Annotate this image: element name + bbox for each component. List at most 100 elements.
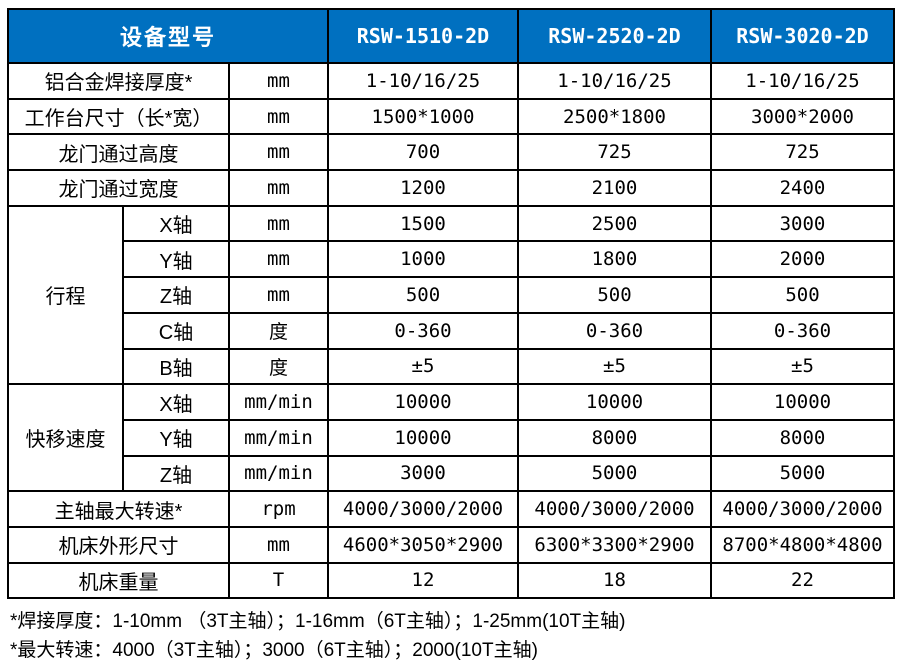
group-label-travel: 行程 [7, 204, 124, 386]
value-cell: 500 [517, 276, 712, 314]
footnotes: *焊接厚度：1-10mm （3T主轴）；1-16mm（6T主轴）；1-25mm(… [10, 607, 912, 665]
table-row-spindle-speed: 主轴最大转速* rpm 4000/3000/2000 4000/3000/200… [7, 490, 895, 528]
unit-cell: 度 [228, 311, 329, 350]
footnote-weld-thickness: *焊接厚度：1-10mm （3T主轴）；1-16mm（6T主轴）；1-25mm(… [10, 611, 626, 633]
value-cell: 2000 [710, 240, 895, 279]
value-cell: 0-360 [327, 311, 519, 350]
unit-cell: 度 [228, 347, 329, 386]
spec-label: 铝合金焊接厚度* [7, 62, 230, 100]
table-row-gantry-width: 龙门通过宽度 mm 1200 2100 2400 [7, 169, 895, 207]
table-row-travel-c: C轴 度 0-360 0-360 0-360 [8, 311, 895, 350]
spec-table-header: 设备型号 RSW-1510-2D RSW-2520-2D RSW-3020-2D [7, 8, 895, 64]
axis-label: Y轴 [122, 240, 230, 279]
value-cell: 1000 [327, 240, 519, 279]
group-label-rapid-speed: 快移速度 [7, 383, 124, 493]
spec-label: 机床重量 [7, 561, 230, 600]
value-cell: 12 [327, 561, 519, 600]
value-cell: 22 [710, 561, 895, 600]
model-name-rsw-1510-2d: RSW-1510-2D [327, 8, 519, 64]
value-cell: 0-360 [710, 311, 895, 350]
unit-cell: mm [228, 525, 329, 564]
table-row-rapid-z: Z轴 mm/min 3000 5000 5000 [8, 454, 895, 493]
value-cell: 10000 [327, 383, 519, 421]
value-cell: 1-10/16/25 [327, 62, 519, 100]
table-row-travel-z: Z轴 mm 500 500 500 [8, 276, 895, 314]
axis-label: B轴 [122, 347, 230, 386]
table-row-rapid-y: Y轴 mm/min 10000 8000 8000 [8, 418, 895, 457]
value-cell: 3000 [327, 454, 519, 493]
device-model-title: 设备型号 [7, 8, 329, 64]
unit-cell: mm/min [228, 418, 329, 457]
value-cell: 10000 [517, 383, 712, 421]
value-cell: 1200 [327, 169, 519, 207]
spec-table-body: 铝合金焊接厚度* mm 1-10/16/25 1-10/16/25 1-10/1… [7, 62, 895, 600]
value-cell: 8700*4800*4800 [710, 525, 895, 564]
value-cell: 2100 [517, 169, 712, 207]
value-cell: 8000 [710, 418, 895, 457]
table-row-worktable-size: 工作台尺寸（长*宽） mm 1500*1000 2500*1800 3000*2… [7, 97, 895, 136]
value-cell: ±5 [710, 347, 895, 386]
value-cell: 1500*1000 [327, 97, 519, 136]
value-cell: 4000/3000/2000 [710, 490, 895, 528]
axis-label: Z轴 [122, 454, 230, 493]
value-cell: ±5 [327, 347, 519, 386]
spec-label: 龙门通过高度 [7, 133, 230, 172]
spec-label: 机床外形尺寸 [7, 525, 230, 564]
value-cell: 3000 [710, 204, 895, 243]
value-cell: 8000 [517, 418, 712, 457]
value-cell: 2500 [517, 204, 712, 243]
value-cell: 18 [517, 561, 712, 600]
table-row-travel-x: 行程 X轴 mm 1500 2500 3000 [7, 204, 895, 386]
footnote-max-speed: *最大转速：4000（3T主轴）；3000（6T主轴）；2000(10T主轴) [10, 640, 538, 662]
table-row-machine-dimensions: 机床外形尺寸 mm 4600*3050*2900 6300*3300*2900 … [7, 525, 895, 564]
spec-table: 设备型号 RSW-1510-2D RSW-2520-2D RSW-3020-2D… [7, 8, 895, 600]
value-cell: 2400 [710, 169, 895, 207]
value-cell: 0-360 [517, 311, 712, 350]
unit-cell: mm/min [228, 454, 329, 493]
unit-cell: mm [228, 62, 329, 100]
value-cell: 6300*3300*2900 [517, 525, 712, 564]
model-name-rsw-3020-2d: RSW-3020-2D [710, 8, 895, 64]
table-row-weld-thickness: 铝合金焊接厚度* mm 1-10/16/25 1-10/16/25 1-10/1… [7, 62, 895, 100]
value-cell: 500 [710, 276, 895, 314]
value-cell: ±5 [517, 347, 712, 386]
table-row-machine-weight: 机床重量 T 12 18 22 [7, 561, 895, 600]
axis-label: X轴 [122, 204, 230, 243]
header-row: 设备型号 RSW-1510-2D RSW-2520-2D RSW-3020-2D [7, 8, 895, 64]
table-row-rapid-x: 快移速度 X轴 mm/min 10000 10000 10000 [7, 383, 895, 493]
value-cell: 725 [517, 133, 712, 172]
unit-cell: mm [228, 240, 329, 279]
table-row-travel-b: B轴 度 ±5 ±5 ±5 [8, 347, 895, 386]
spec-label: 龙门通过宽度 [7, 169, 230, 207]
axis-label: C轴 [122, 311, 230, 350]
value-cell: 1-10/16/25 [517, 62, 712, 100]
spec-label: 工作台尺寸（长*宽） [7, 97, 230, 136]
table-row-gantry-height: 龙门通过高度 mm 700 725 725 [7, 133, 895, 172]
value-cell: 500 [327, 276, 519, 314]
unit-cell: rpm [228, 490, 329, 528]
value-cell: 5000 [710, 454, 895, 493]
value-cell: 1500 [327, 204, 519, 243]
value-cell: 2500*1800 [517, 97, 712, 136]
value-cell: 4000/3000/2000 [517, 490, 712, 528]
value-cell: 4600*3050*2900 [327, 525, 519, 564]
value-cell: 3000*2000 [710, 97, 895, 136]
value-cell: 5000 [517, 454, 712, 493]
axis-label: X轴 [122, 383, 230, 421]
value-cell: 700 [327, 133, 519, 172]
axis-label: Y轴 [122, 418, 230, 457]
table-row-travel-y: Y轴 mm 1000 1800 2000 [8, 240, 895, 279]
spec-label: 主轴最大转速* [7, 490, 230, 528]
value-cell: 10000 [327, 418, 519, 457]
unit-cell: mm [228, 133, 329, 172]
unit-cell: mm/min [228, 383, 329, 421]
unit-cell: mm [228, 276, 329, 314]
unit-cell: mm [228, 169, 329, 207]
axis-label: Z轴 [122, 276, 230, 314]
model-name-rsw-2520-2d: RSW-2520-2D [517, 8, 712, 64]
unit-cell: mm [228, 97, 329, 136]
unit-cell: mm [228, 204, 329, 243]
value-cell: 725 [710, 133, 895, 172]
value-cell: 10000 [710, 383, 895, 421]
value-cell: 4000/3000/2000 [327, 490, 519, 528]
